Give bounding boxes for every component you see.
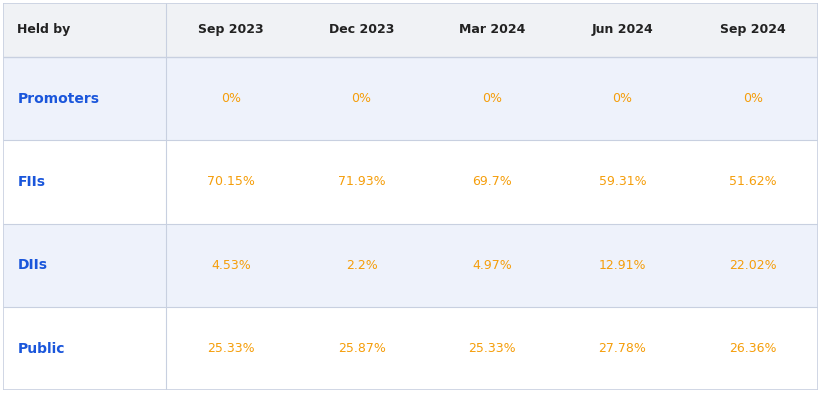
Text: 2.2%: 2.2% [346, 259, 378, 272]
Text: Sep 2024: Sep 2024 [720, 24, 786, 37]
FancyBboxPatch shape [2, 307, 819, 390]
FancyBboxPatch shape [2, 57, 819, 140]
Text: 69.7%: 69.7% [472, 175, 512, 189]
FancyBboxPatch shape [2, 140, 819, 224]
Text: 0%: 0% [743, 92, 763, 105]
Text: 4.97%: 4.97% [472, 259, 512, 272]
Text: Dec 2023: Dec 2023 [329, 24, 394, 37]
Text: Public: Public [17, 342, 65, 356]
Text: 70.15%: 70.15% [207, 175, 255, 189]
Text: Mar 2024: Mar 2024 [459, 24, 525, 37]
Text: DIIs: DIIs [17, 258, 48, 272]
Text: Promoters: Promoters [17, 92, 99, 106]
Text: Sep 2023: Sep 2023 [199, 24, 264, 37]
Text: 51.62%: 51.62% [729, 175, 777, 189]
Text: 27.78%: 27.78% [599, 342, 646, 355]
Text: 0%: 0% [221, 92, 241, 105]
Text: 59.31%: 59.31% [599, 175, 646, 189]
Text: 4.53%: 4.53% [211, 259, 251, 272]
Text: 0%: 0% [482, 92, 502, 105]
Text: Jun 2024: Jun 2024 [592, 24, 654, 37]
Text: FIIs: FIIs [17, 175, 45, 189]
Text: 0%: 0% [612, 92, 632, 105]
Text: Held by: Held by [17, 24, 71, 37]
Text: 26.36%: 26.36% [729, 342, 777, 355]
Text: 25.33%: 25.33% [468, 342, 516, 355]
Text: 12.91%: 12.91% [599, 259, 646, 272]
FancyBboxPatch shape [2, 3, 819, 57]
Text: 25.33%: 25.33% [207, 342, 255, 355]
Text: 25.87%: 25.87% [337, 342, 386, 355]
Text: 0%: 0% [351, 92, 372, 105]
FancyBboxPatch shape [2, 224, 819, 307]
Text: 22.02%: 22.02% [729, 259, 777, 272]
Text: 71.93%: 71.93% [337, 175, 385, 189]
